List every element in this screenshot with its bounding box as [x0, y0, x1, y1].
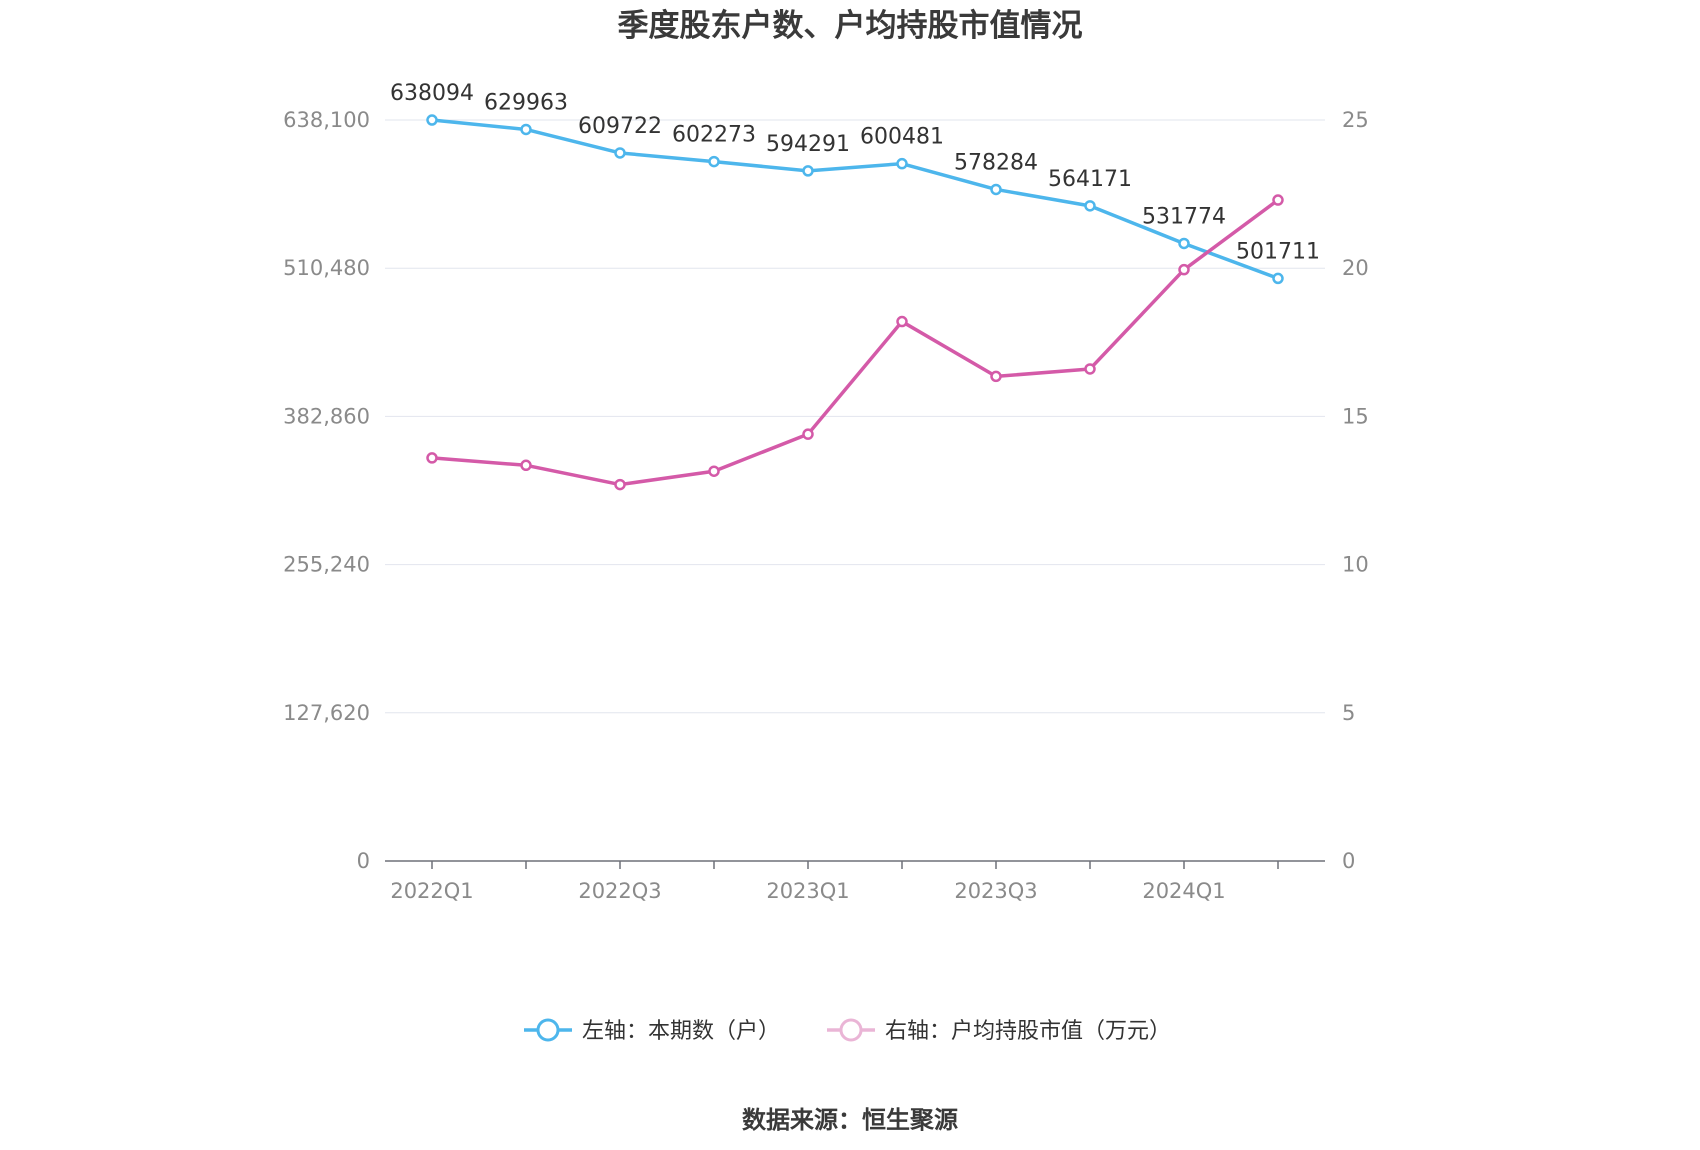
legend-item-2[interactable]: 右轴：户均持股市值（万元）	[827, 1018, 1171, 1044]
data-point	[1178, 237, 1190, 250]
legend-label: 左轴：本期数（户）	[582, 1019, 780, 1044]
right-axis-tick-label: 5	[1342, 701, 1355, 725]
legend[interactable]: 左轴：本期数（户） 右轴：户均持股市值（万元）	[524, 1018, 1171, 1044]
data-point	[990, 370, 1002, 383]
legend-label: 右轴：户均持股市值（万元）	[885, 1019, 1171, 1044]
series-2	[426, 194, 1284, 491]
left-axis-tick-label: 510,480	[283, 256, 370, 280]
legend-marker	[536, 1018, 560, 1042]
x-axis-tick-label: 2022Q1	[390, 879, 473, 903]
x-axis-tick-label: 2023Q1	[766, 879, 849, 903]
left-axis-tick-label: 0	[357, 849, 370, 873]
data-point	[520, 459, 532, 472]
data-point	[1084, 363, 1096, 375]
data-label: 600481	[860, 125, 944, 150]
left-axis-tick-label: 127,620	[283, 701, 370, 725]
right-axis-tick-label: 10	[1342, 553, 1369, 577]
x-axis-tick-label: 2022Q3	[578, 879, 661, 903]
data-point	[520, 123, 532, 136]
right-axis-tick-label: 20	[1342, 256, 1369, 280]
data-point	[426, 114, 438, 126]
data-label: 602273	[672, 123, 756, 148]
data-source-note: 数据来源：恒生聚源	[742, 1106, 958, 1134]
data-point	[614, 147, 626, 159]
series-1	[426, 114, 1284, 285]
data-label: 629963	[484, 90, 568, 115]
series-line	[431, 198, 1280, 487]
data-point	[614, 478, 626, 491]
grid-lines	[385, 119, 1325, 714]
left-axis-tick-label: 638,100	[283, 108, 370, 132]
data-point	[426, 452, 438, 464]
data-label: 638094	[390, 81, 474, 106]
data-label: 594291	[766, 132, 850, 157]
data-point	[1178, 263, 1190, 276]
data-label: 501711	[1236, 239, 1320, 264]
series-lines	[426, 114, 1284, 491]
data-label: 578284	[954, 150, 1038, 175]
data-point	[708, 155, 720, 168]
right-axis-tick-label: 0	[1342, 849, 1355, 873]
left-axis-tick-label: 255,240	[283, 553, 370, 577]
data-label: 609722	[578, 114, 662, 139]
legend-item-1[interactable]: 左轴：本期数（户）	[524, 1018, 780, 1044]
data-label: 531774	[1142, 204, 1226, 229]
legend-marker	[839, 1018, 863, 1042]
left-axis-tick-label: 382,860	[283, 404, 370, 428]
data-point	[1272, 194, 1284, 206]
data-point	[1272, 272, 1284, 285]
data-point	[896, 157, 908, 170]
data-label: 564171	[1048, 167, 1132, 192]
right-axis-tick-label: 25	[1342, 108, 1369, 132]
data-point	[708, 465, 720, 477]
data-point	[896, 315, 908, 328]
data-labels: 638094 629963 609722 602273 594291 600481 5782…	[390, 81, 1320, 264]
data-point	[1084, 200, 1096, 212]
chart-title: 季度股东户数、户均持股市值情况	[618, 8, 1083, 44]
right-axis-tick-label: 15	[1342, 404, 1369, 428]
data-point	[802, 428, 814, 440]
data-point	[990, 183, 1002, 196]
series-line	[431, 118, 1279, 281]
axes: 0 127,620 255,240 382,860 510,480 638,100 0 5 10…	[283, 108, 1369, 903]
data-point	[802, 165, 814, 177]
x-axis-tick-label: 2023Q3	[954, 879, 1037, 903]
x-axis-tick-label: 2024Q1	[1142, 879, 1225, 903]
